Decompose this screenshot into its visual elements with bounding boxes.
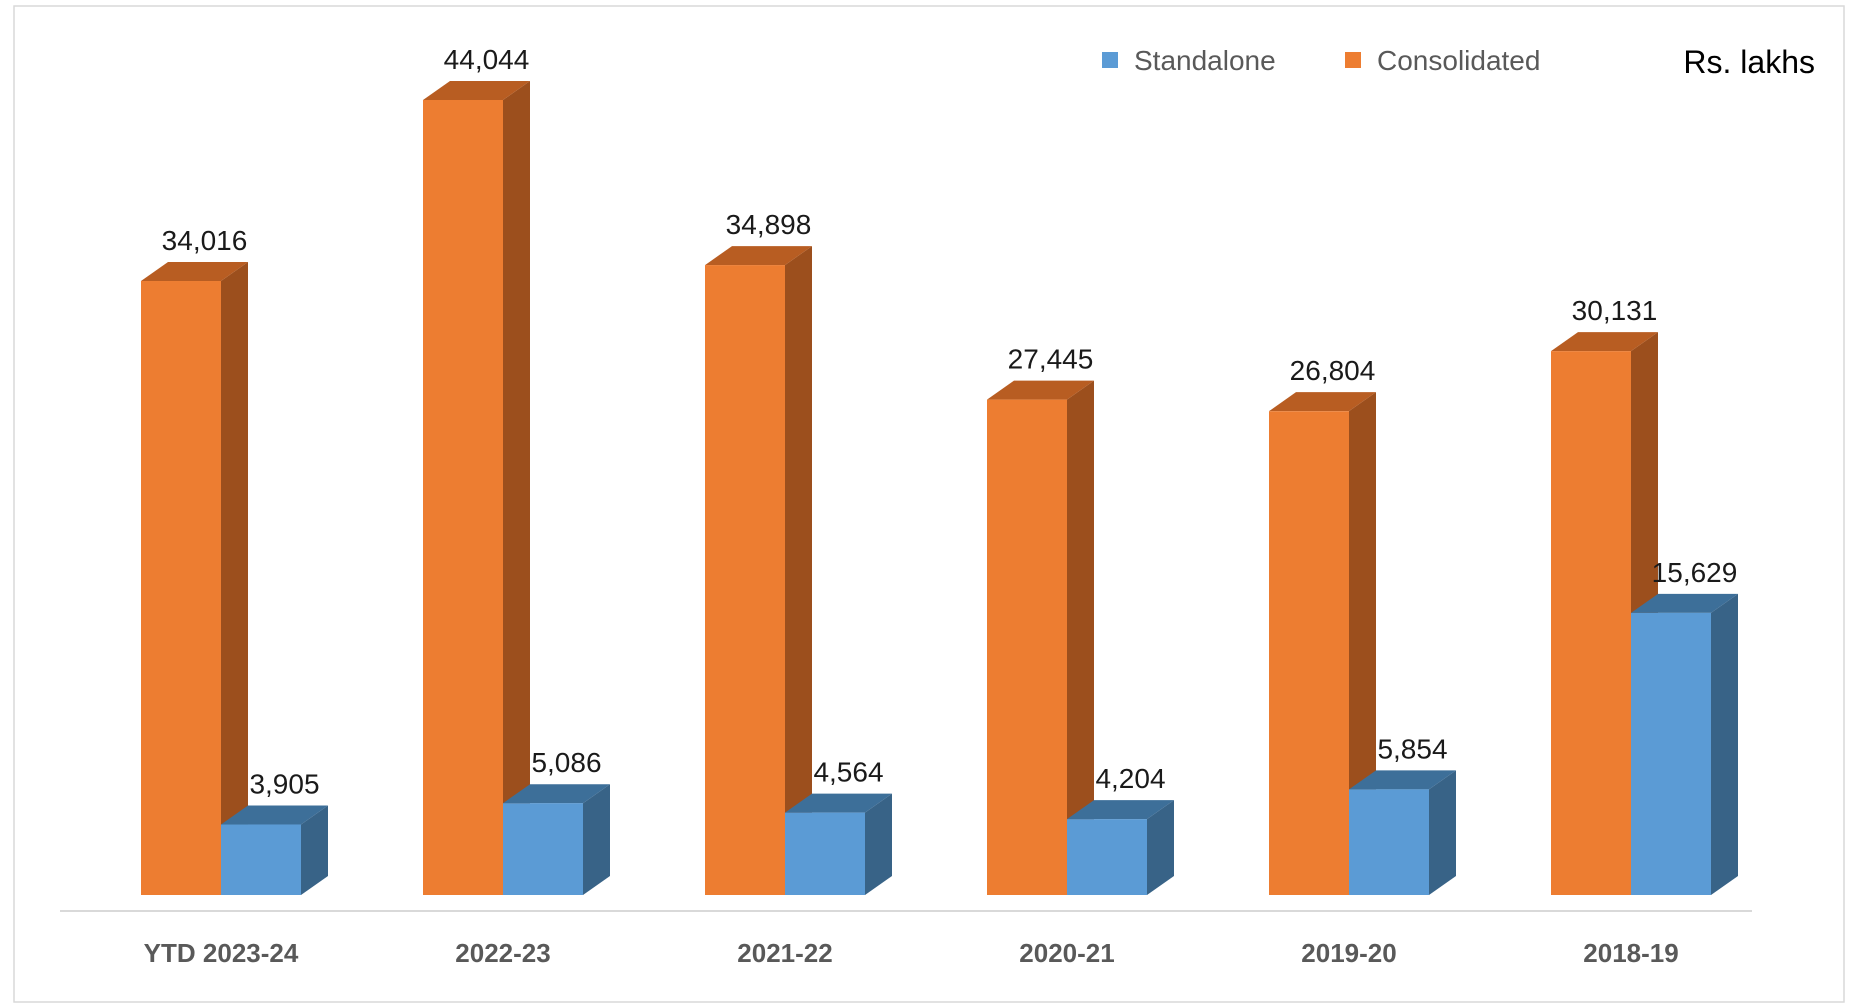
data-label-consolidated-2: 34,898 [726, 209, 812, 240]
bar-side [503, 81, 530, 895]
data-label-standalone-5: 15,629 [1652, 557, 1738, 588]
legend-label-standalone: Standalone [1134, 45, 1276, 76]
legend-label-consolidated: Consolidated [1377, 45, 1540, 76]
bar-front [1631, 612, 1711, 895]
data-label-standalone-2: 4,564 [813, 757, 883, 788]
legend: Standalone Consolidated [1102, 45, 1540, 76]
bar-front [785, 812, 865, 895]
bar-standalone-5 [1631, 593, 1738, 895]
category-label-5: 2018-19 [1583, 938, 1678, 968]
bar-front [1551, 351, 1631, 895]
bar-top [1269, 392, 1376, 412]
category-label-4: 2019-20 [1301, 938, 1396, 968]
bar-front [987, 399, 1067, 895]
bar-top [503, 784, 610, 804]
bar-side [583, 784, 610, 895]
bar-consolidated-3 [987, 380, 1094, 895]
data-label-consolidated-5: 30,131 [1572, 295, 1658, 326]
data-label-standalone-1: 5,086 [531, 747, 601, 778]
bar-top [785, 793, 892, 813]
data-label-standalone-3: 4,204 [1095, 763, 1165, 794]
labels-layer: 34,016 3,905 44,044 5,086 34,898 4,564 27,445 4… [162, 44, 1738, 800]
bar-side [1147, 800, 1174, 895]
bars-layer [141, 81, 1738, 896]
legend-swatch-consolidated [1345, 52, 1361, 68]
bar-consolidated-1 [423, 81, 530, 895]
bar-top [141, 262, 248, 282]
bar-standalone-3 [1067, 800, 1174, 895]
bar-front [1349, 789, 1429, 895]
data-label-consolidated-3: 27,445 [1008, 344, 1094, 375]
legend-item-consolidated: Consolidated [1345, 45, 1540, 76]
legend-item-standalone: Standalone [1102, 45, 1276, 76]
unit-label: Rs. lakhs [1683, 44, 1815, 80]
category-label-1: 2022-23 [455, 938, 550, 968]
bar-top [221, 805, 328, 825]
bar-top [1067, 800, 1174, 820]
bar-front [423, 100, 503, 895]
data-label-consolidated-1: 44,044 [444, 44, 530, 75]
category-labels: YTD 2023-24 2022-23 2021-22 2020-21 2019-20 2… [144, 938, 1679, 968]
bar-front [503, 803, 583, 895]
bar-side [1349, 392, 1376, 895]
data-label-standalone-4: 5,854 [1377, 733, 1447, 764]
bar-side [1711, 593, 1738, 895]
bar-top [1631, 593, 1738, 613]
data-label-consolidated-0: 34,016 [162, 225, 248, 256]
bar-front [221, 824, 301, 895]
legend-swatch-standalone [1102, 52, 1118, 68]
bar-side [1067, 380, 1094, 895]
bar-consolidated-5 [1551, 332, 1658, 895]
bar-top [423, 81, 530, 100]
bar-consolidated-2 [705, 246, 812, 896]
bar-standalone-2 [785, 793, 892, 895]
bar-standalone-0 [221, 805, 328, 895]
bar-front [705, 265, 785, 895]
category-label-0: YTD 2023-24 [144, 938, 299, 968]
data-label-consolidated-4: 26,804 [1290, 355, 1376, 386]
chart-border [13, 5, 1845, 1003]
bar-top [1349, 770, 1456, 790]
bar-side [865, 793, 892, 895]
bar-consolidated-0 [141, 262, 248, 895]
bar-front [1269, 411, 1349, 895]
data-label-standalone-0: 3,905 [249, 769, 319, 800]
bar-side [221, 262, 248, 895]
category-label-2: 2021-22 [737, 938, 832, 968]
bar-front [141, 281, 221, 895]
bar-standalone-1 [503, 784, 610, 895]
bar-front [1067, 819, 1147, 895]
bar-top [987, 380, 1094, 400]
bar-side [785, 246, 812, 896]
bar-top [705, 246, 812, 266]
category-label-3: 2020-21 [1019, 938, 1114, 968]
bar-side [301, 805, 328, 895]
bar-side [1429, 770, 1456, 895]
bar-standalone-4 [1349, 770, 1456, 895]
bar-consolidated-4 [1269, 392, 1376, 895]
bar-top [1551, 332, 1658, 352]
